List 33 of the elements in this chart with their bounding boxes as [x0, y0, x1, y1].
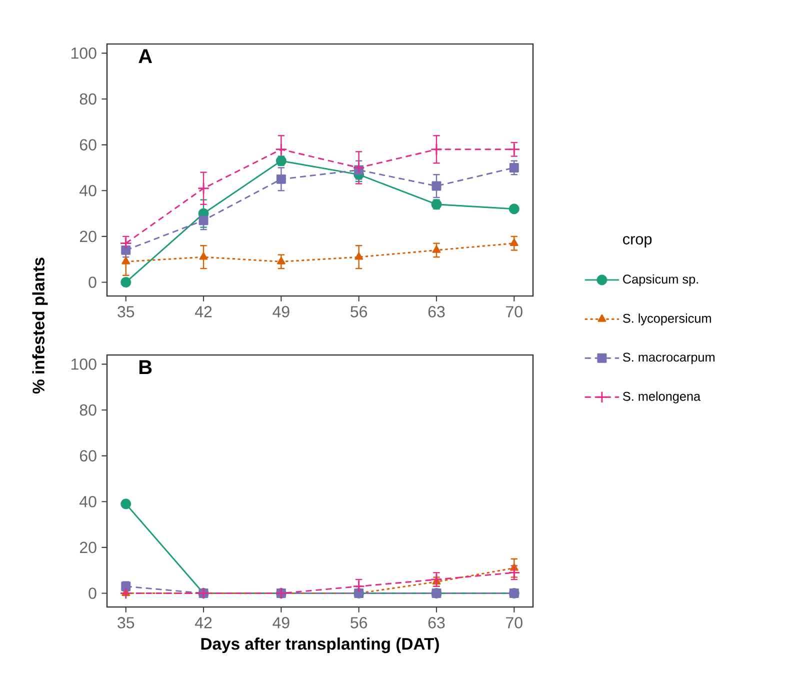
y-tick-label: 60: [80, 450, 96, 462]
y-tick-label: 40: [80, 496, 96, 508]
y-tick-label: 20: [80, 230, 96, 242]
x-tick-label: 63: [428, 306, 445, 318]
legend-label: Capsicum sp.: [623, 274, 698, 286]
y-tick-label: 20: [80, 542, 96, 554]
legend-label: S. lycopersicum: [622, 314, 711, 326]
chart-title: B: [139, 360, 152, 374]
x-tick-label: 70: [506, 617, 522, 628]
legend-title: crop: [623, 236, 652, 248]
x-axis-title: Days after transplanting (DAT): [201, 638, 439, 654]
x-tick-label: 56: [350, 306, 368, 318]
x-tick-label: 56: [350, 617, 368, 628]
y-tick-label: 100: [71, 358, 96, 370]
y-tick-label: 100: [71, 48, 96, 59]
x-tick-label: 70: [506, 306, 522, 318]
y-tick-label: 80: [80, 404, 96, 416]
y-tick-label: 0: [88, 588, 96, 599]
y-axis-title: % infested plants: [32, 258, 48, 394]
x-tick-label: 42: [195, 617, 212, 628]
chart-title: A: [138, 49, 152, 64]
y-tick-label: 0: [88, 276, 96, 288]
x-tick-label: 63: [428, 617, 445, 628]
x-tick-label: 42: [195, 306, 212, 318]
legend-label: S. melongena: [622, 392, 701, 404]
x-tick-label: 49: [272, 617, 290, 628]
x-tick-label: 35: [118, 617, 134, 628]
legend-label: S. macrocarpum: [622, 352, 714, 364]
x-tick-label: 35: [118, 306, 134, 318]
y-tick-label: 60: [80, 139, 96, 150]
y-tick-label: 80: [80, 93, 96, 105]
y-tick-label: 40: [80, 184, 96, 196]
x-tick-label: 49: [272, 306, 290, 318]
